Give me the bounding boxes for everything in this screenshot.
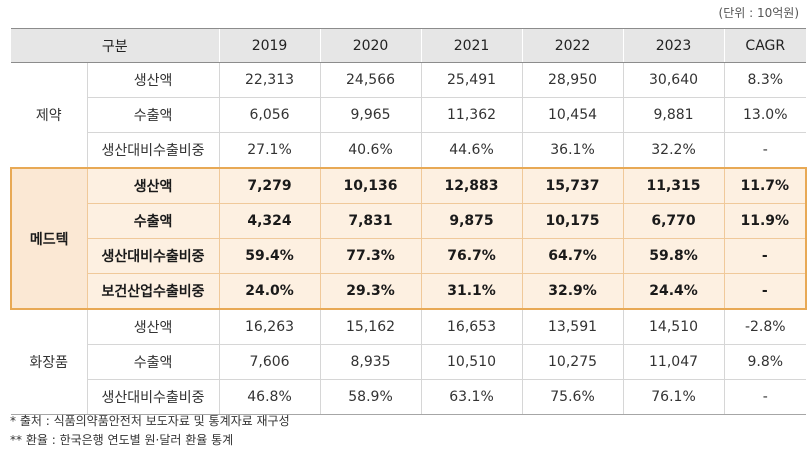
table-row-highlighted: 메드텍 생산액 7,279 10,136 12,883 15,737 11,31… [10,167,808,310]
header-year-2020: 2020 [319,28,422,63]
header-row: 구분 2019 2020 2021 2022 2023 CAGR [11,28,807,63]
row-label: 수출액 [86,344,220,380]
cell-value: 36.1% [521,132,624,169]
cell-value: 9,965 [319,97,422,133]
cell-value: 10,275 [521,344,624,380]
cell-value: 32.2% [622,132,725,169]
footnotes: * 출처 : 식품의약품안전처 보도자료 및 통계자료 재구성 ** 환율 : … [10,412,290,450]
unit-note: (단위 : 10억원) [718,6,799,20]
cell-cagr: - [723,132,807,169]
cell-value: 40.6% [319,132,422,169]
row-label: 생산액 [86,167,220,204]
row-label: 보건산업수출비중 [86,273,220,310]
table-row-highlighted: 생산대비수출비중 59.4% 77.3% 76.7% 64.7% 59.8% - [11,238,808,274]
cell-value: 46.8% [218,379,321,415]
cell-value: 44.6% [420,132,523,169]
cell-value: 10,136 [319,167,422,204]
cell-value: 24,566 [319,62,422,98]
cell-value: 64.7% [521,238,624,274]
cell-value: 11,047 [622,344,725,380]
cell-cagr: -2.8% [723,309,807,345]
group-label-cosmetics: 화장품 [11,309,87,415]
cell-value: 14,510 [622,309,725,345]
cell-value: 11,362 [420,97,523,133]
cell-value: 15,162 [319,309,422,345]
cell-value: 7,831 [319,203,422,239]
row-label: 생산대비수출비중 [86,379,220,415]
header-year-2023: 2023 [622,28,725,63]
row-label: 생산대비수출비중 [86,238,220,274]
cell-value: 6,056 [218,97,321,133]
cell-value: 59.4% [218,238,321,274]
header-year-2022: 2022 [521,28,624,63]
cell-value: 9,875 [420,203,523,239]
cell-value: 7,279 [218,167,321,204]
cell-value: 29.3% [319,273,422,310]
cell-cagr: 13.0% [723,97,807,133]
cell-value: 24.0% [218,273,321,310]
cell-value: 28,950 [521,62,624,98]
cell-cagr: - [723,273,808,310]
cell-value: 11,315 [622,167,725,204]
table-row: 화장품 생산액 16,263 15,162 16,653 13,591 14,5… [11,309,807,415]
table-row: 수출액 7,606 8,935 10,510 10,275 11,047 9.8… [11,344,807,380]
cell-cagr: 8.3% [723,62,807,98]
table-row: 생산대비수출비중 46.8% 58.9% 63.1% 75.6% 76.1% - [11,379,807,415]
cell-value: 6,770 [622,203,725,239]
cell-value: 16,653 [420,309,523,345]
cell-value: 10,510 [420,344,523,380]
cell-value: 9,881 [622,97,725,133]
row-label: 생산액 [86,309,220,345]
header-category: 구분 [11,28,220,63]
cell-value: 4,324 [218,203,321,239]
cell-value: 22,313 [218,62,321,98]
cell-value: 7,606 [218,344,321,380]
row-label: 수출액 [86,97,220,133]
row-label: 수출액 [86,203,220,239]
cell-value: 59.8% [622,238,725,274]
cell-value: 24.4% [622,273,725,310]
table-row: 수출액 6,056 9,965 11,362 10,454 9,881 13.0… [11,97,807,133]
cell-value: 16,263 [218,309,321,345]
group-label-medtech: 메드텍 [10,167,87,310]
cell-value: 13,591 [521,309,624,345]
header-cagr: CAGR [723,28,807,63]
cell-value: 31.1% [420,273,523,310]
cell-value: 12,883 [420,167,523,204]
cell-value: 58.9% [319,379,422,415]
cell-value: 77.3% [319,238,422,274]
table-row: 제약 생산액 22,313 24,566 25,491 28,950 30,64… [11,62,807,169]
row-label: 생산액 [86,62,220,98]
cell-value: 27.1% [218,132,321,169]
cell-value: 32.9% [521,273,624,310]
cell-cagr: 11.7% [723,167,808,204]
cell-cagr: - [723,238,808,274]
cell-value: 76.1% [622,379,725,415]
cell-value: 10,454 [521,97,624,133]
table-row-highlighted: 수출액 4,324 7,831 9,875 10,175 6,770 11.9% [11,203,808,239]
header-year-2021: 2021 [420,28,523,63]
row-label: 생산대비수출비중 [86,132,220,169]
cell-value: 30,640 [622,62,725,98]
cell-value: 75.6% [521,379,624,415]
table-row: 생산대비수출비중 27.1% 40.6% 44.6% 36.1% 32.2% - [11,132,807,169]
cell-value: 76.7% [420,238,523,274]
cell-value: 10,175 [521,203,624,239]
cell-value: 8,935 [319,344,422,380]
cell-cagr: 11.9% [723,203,808,239]
footnote-source: * 출처 : 식품의약품안전처 보도자료 및 통계자료 재구성 [10,414,290,428]
cell-cagr: - [723,379,807,415]
cell-cagr: 9.8% [723,344,807,380]
cell-value: 25,491 [420,62,523,98]
footnote-exchange-rate: ** 환율 : 한국은행 연도별 원·달러 환율 통계 [10,433,234,447]
export-statistics-table: 구분 2019 2020 2021 2022 2023 CAGR 제약 생산액 … [10,28,808,415]
header-year-2019: 2019 [218,28,321,63]
cell-value: 63.1% [420,379,523,415]
cell-value: 15,737 [521,167,624,204]
group-label-pharma: 제약 [11,62,87,169]
table-row-highlighted: 보건산업수출비중 24.0% 29.3% 31.1% 32.9% 24.4% - [11,273,808,310]
